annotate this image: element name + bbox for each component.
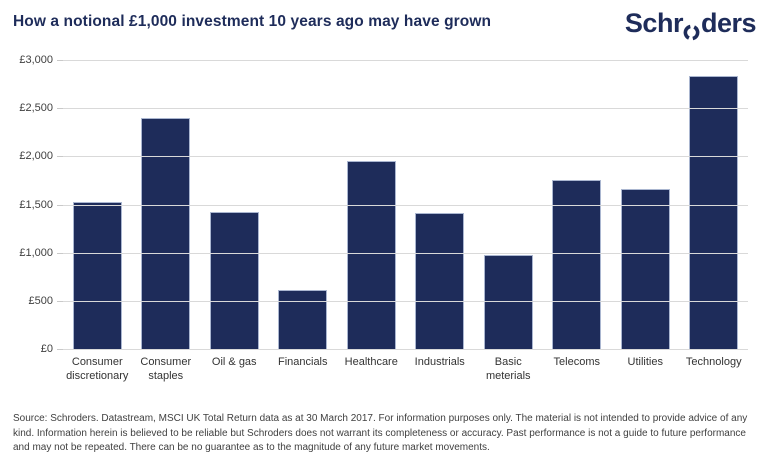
plot-area bbox=[57, 60, 748, 350]
bar-band bbox=[680, 60, 749, 349]
brand-logo: Schr ders bbox=[624, 8, 757, 41]
x-axis-label: Consumer staples bbox=[140, 356, 192, 382]
bar-band bbox=[406, 60, 475, 349]
bar-band bbox=[200, 60, 269, 349]
bar-technology bbox=[689, 76, 739, 349]
schroders-circle-icon bbox=[683, 17, 700, 41]
page-title: How a notional £1,000 investment 10 year… bbox=[13, 13, 492, 30]
y-axis-tick bbox=[57, 252, 63, 254]
bar-band bbox=[337, 60, 406, 349]
bar-consumer-staples bbox=[141, 117, 191, 349]
bar-financials bbox=[278, 289, 328, 349]
header: How a notional £1,000 investment 10 year… bbox=[0, 0, 770, 50]
gridline bbox=[63, 156, 748, 158]
bar-industrials bbox=[415, 213, 465, 349]
bar-utilities bbox=[620, 189, 670, 349]
gridline bbox=[63, 108, 748, 110]
y-axis-tick-label: £1,500 bbox=[19, 198, 53, 211]
bar-chart: £3,000 £2,500 £2,000 £1,500 £1,000 £500 £0 Con… bbox=[0, 54, 748, 384]
gridline bbox=[63, 204, 748, 206]
bars-container bbox=[63, 60, 748, 349]
y-axis-tick-label: £2,000 bbox=[19, 150, 53, 163]
x-axis: Consumer discretionary Consumer staples Oi… bbox=[63, 356, 748, 384]
y-axis-tick bbox=[57, 204, 63, 206]
brand-logo-text-left: Schr bbox=[624, 8, 684, 38]
x-axis-label: Financials bbox=[277, 356, 328, 368]
x-axis-label: Oil & gas bbox=[211, 356, 257, 368]
bar-consumer-discretionary bbox=[72, 201, 122, 349]
gridline bbox=[63, 252, 748, 254]
y-axis-tick-label: £3,000 bbox=[19, 54, 53, 66]
bar-telecoms bbox=[552, 179, 602, 349]
x-axis-label: Healthcare bbox=[344, 356, 398, 368]
brand-logo-text-right: ders bbox=[700, 8, 757, 38]
bar-band bbox=[611, 60, 680, 349]
y-axis-tick bbox=[57, 60, 63, 61]
footer-disclaimer: Source: Schroders. Datastream, MSCI UK T… bbox=[13, 413, 748, 454]
gridline bbox=[63, 300, 748, 302]
y-axis-tick-label: £2,500 bbox=[19, 102, 53, 115]
gridline bbox=[63, 60, 748, 61]
bar-band bbox=[63, 60, 132, 349]
y-axis-tick-label: £500 bbox=[28, 294, 53, 307]
x-axis-label: Industrials bbox=[414, 356, 465, 368]
y-axis-tick bbox=[57, 349, 63, 350]
y-axis-tick bbox=[57, 108, 63, 110]
bar-band bbox=[543, 60, 612, 349]
y-axis-tick-label: £1,000 bbox=[19, 246, 53, 259]
bar-healthcare bbox=[346, 161, 396, 349]
bar-oil-gas bbox=[209, 212, 259, 349]
x-axis-label: Telecoms bbox=[553, 356, 600, 368]
y-axis: £3,000 £2,500 £2,000 £1,500 £1,000 £500 £0 bbox=[0, 54, 56, 355]
y-axis-tick-label: £0 bbox=[40, 343, 53, 355]
bar-band bbox=[269, 60, 338, 349]
x-axis-label: Consumer discretionary bbox=[66, 356, 129, 382]
x-axis-label: Technology bbox=[685, 356, 742, 368]
y-axis-tick bbox=[57, 156, 63, 158]
y-axis-tick bbox=[57, 300, 63, 302]
x-axis-label: Utilities bbox=[627, 356, 663, 368]
x-axis-label: Basic meterials bbox=[485, 356, 531, 382]
gridline bbox=[63, 349, 748, 350]
